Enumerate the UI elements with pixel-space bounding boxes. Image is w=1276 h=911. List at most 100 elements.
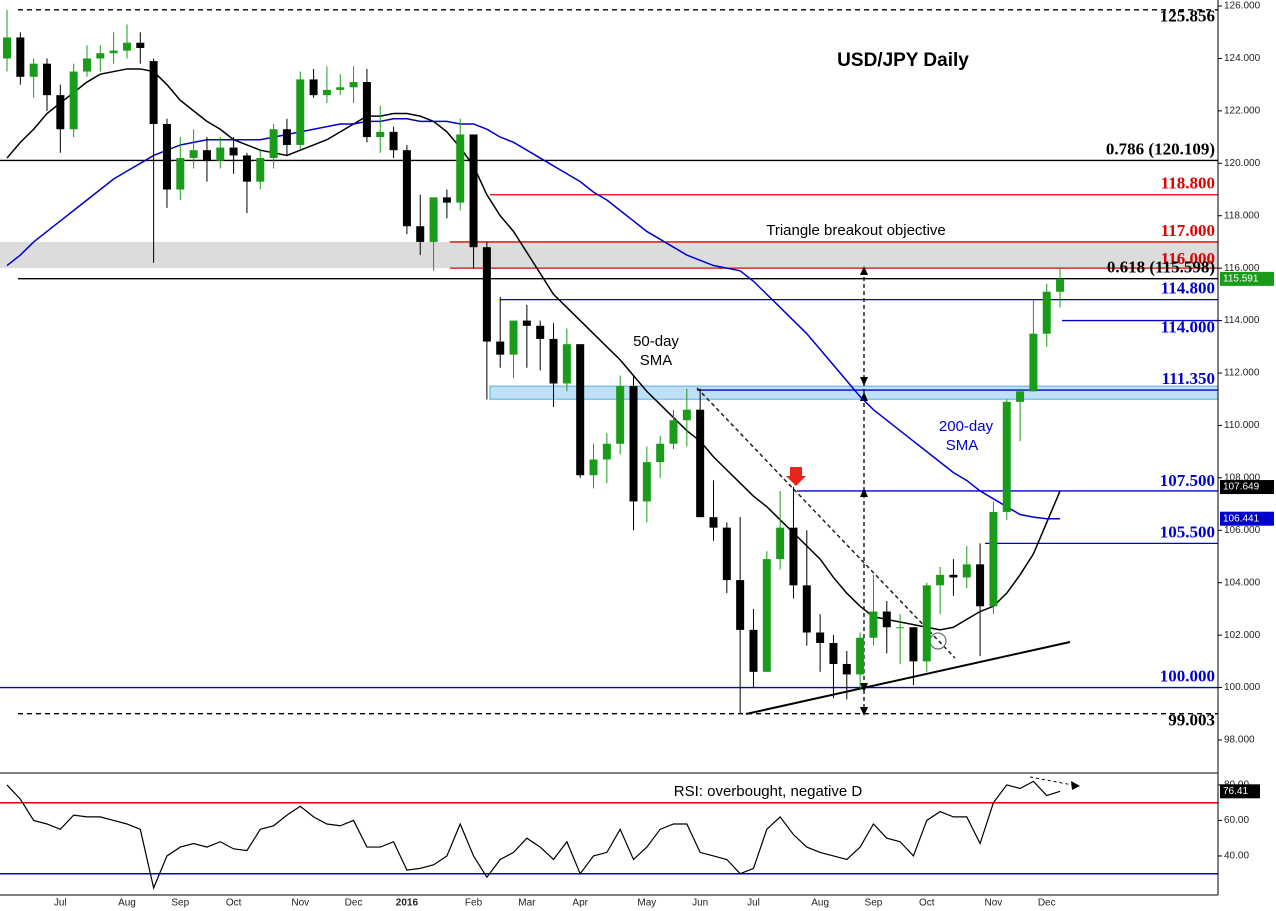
level-label: 99.003 bbox=[1168, 711, 1215, 730]
x-tick-label: Jul bbox=[747, 898, 760, 909]
candle-body bbox=[176, 158, 185, 190]
x-tick-label: Aug bbox=[811, 898, 829, 909]
x-tick-label: Jun bbox=[692, 898, 708, 909]
candle-body bbox=[42, 63, 51, 96]
x-tick-label: May bbox=[637, 898, 656, 909]
candle-body bbox=[1016, 391, 1025, 402]
level-label: 100.000 bbox=[1160, 666, 1215, 685]
triangle-upper-line bbox=[696, 387, 956, 659]
price-tag bbox=[1220, 784, 1260, 799]
price-tag-label: 115.591 bbox=[1223, 274, 1259, 285]
level-label: 107.500 bbox=[1160, 471, 1215, 490]
candle-body bbox=[322, 89, 331, 96]
candle-body bbox=[482, 247, 491, 342]
candle-body bbox=[362, 82, 371, 138]
x-tick-label: Mar bbox=[518, 898, 536, 909]
candle-body bbox=[109, 50, 118, 54]
candle-body bbox=[309, 79, 318, 96]
price-tag-label: 76.41 bbox=[1223, 786, 1248, 797]
x-tick-label: Sep bbox=[865, 898, 883, 909]
candle-body bbox=[136, 42, 145, 48]
candle-body bbox=[602, 443, 611, 460]
candle-body bbox=[296, 79, 305, 145]
candle-body bbox=[522, 320, 531, 326]
candle-body bbox=[3, 37, 11, 59]
x-tick-label: Sep bbox=[171, 898, 189, 909]
candle-body bbox=[16, 37, 25, 77]
y-tick-label: 122.000 bbox=[1224, 106, 1261, 117]
arrow-head bbox=[860, 488, 868, 497]
candle-body bbox=[149, 61, 158, 124]
candle-body bbox=[882, 611, 891, 628]
y-tick-label: 110.000 bbox=[1224, 420, 1260, 431]
candle-body bbox=[536, 325, 545, 339]
candle-body bbox=[549, 338, 558, 384]
level-label: 0.786 (120.109) bbox=[1106, 139, 1215, 158]
candle-body bbox=[856, 637, 865, 675]
candle-body bbox=[629, 386, 638, 502]
candle-body bbox=[242, 155, 251, 182]
y-tick-label: 126.000 bbox=[1224, 1, 1261, 12]
candle-body bbox=[616, 386, 625, 444]
y-tick-label: 100.000 bbox=[1224, 682, 1261, 693]
y-tick-label: 60.00 bbox=[1224, 815, 1249, 826]
candle-body bbox=[736, 580, 745, 630]
x-tick-label: Aug bbox=[118, 898, 136, 909]
candle-body bbox=[96, 53, 105, 59]
y-tick-label: 104.000 bbox=[1224, 577, 1261, 588]
candle-body bbox=[402, 150, 411, 227]
y-tick-label: 116.000 bbox=[1224, 263, 1260, 274]
candle-body bbox=[1056, 278, 1065, 292]
candle-body bbox=[1029, 333, 1038, 392]
divergence-line bbox=[1029, 776, 1079, 787]
candle-body bbox=[442, 197, 451, 203]
candle-body bbox=[789, 527, 798, 586]
x-tick-label: Apr bbox=[572, 898, 588, 909]
candle-body bbox=[456, 134, 465, 203]
x-tick-label: Dec bbox=[345, 898, 363, 909]
candle-body bbox=[82, 58, 91, 72]
x-tick-label: 2016 bbox=[396, 898, 419, 909]
red-arrow bbox=[786, 467, 806, 486]
annotation: RSI: overbought, negative D bbox=[674, 783, 863, 800]
candle-body bbox=[336, 87, 345, 90]
zone bbox=[489, 385, 1219, 400]
arrow-head bbox=[860, 266, 868, 275]
annotation: 50-day bbox=[633, 333, 679, 350]
candle-body bbox=[976, 564, 985, 607]
candle-body bbox=[1002, 401, 1011, 512]
y-tick-label: 40.00 bbox=[1224, 851, 1249, 862]
candle-body bbox=[696, 409, 705, 518]
candle-body bbox=[69, 71, 78, 130]
candle-body bbox=[349, 82, 358, 88]
candle-body bbox=[562, 344, 571, 384]
candle-body bbox=[282, 129, 291, 145]
candle-body bbox=[589, 459, 598, 476]
y-tick-label: 120.000 bbox=[1224, 158, 1261, 169]
arrow-head bbox=[1071, 781, 1080, 790]
level-label: 125.856 bbox=[1160, 7, 1215, 26]
candle-body bbox=[962, 564, 971, 578]
candle-body bbox=[576, 344, 585, 476]
candle-body bbox=[802, 585, 811, 633]
candle-body bbox=[936, 574, 945, 586]
candle-body bbox=[189, 150, 198, 159]
candle-body bbox=[229, 147, 238, 156]
y-tick-label: 124.000 bbox=[1224, 53, 1261, 64]
zone bbox=[0, 241, 1218, 269]
candle-body bbox=[869, 611, 878, 638]
candle-body bbox=[162, 123, 171, 190]
candle-body bbox=[202, 150, 211, 161]
candle-body bbox=[709, 517, 718, 528]
candle-body bbox=[829, 642, 838, 664]
candle-body bbox=[896, 627, 905, 629]
x-tick-label: Nov bbox=[291, 898, 309, 909]
candle-body bbox=[496, 341, 505, 355]
candle-body bbox=[1042, 291, 1051, 334]
candle-body bbox=[669, 420, 678, 444]
y-tick-label: 98.000 bbox=[1224, 735, 1255, 746]
arrow-head bbox=[860, 707, 868, 716]
rsi-line bbox=[6, 780, 1061, 890]
x-tick-label: Dec bbox=[1038, 898, 1056, 909]
